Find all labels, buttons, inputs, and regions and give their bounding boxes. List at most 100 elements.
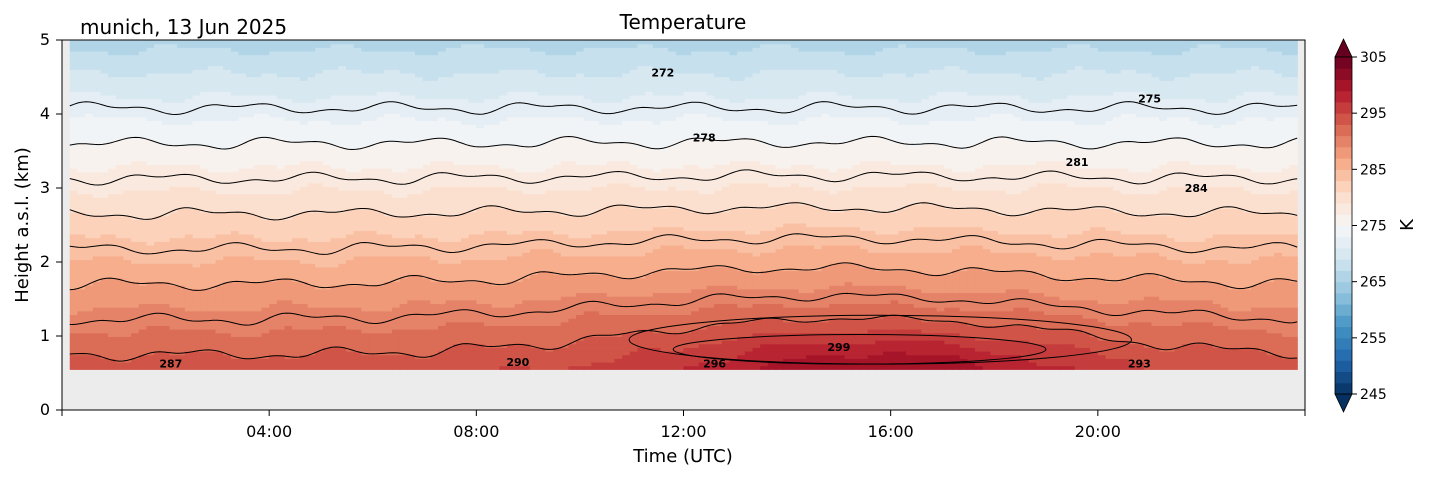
field-cell [491,332,500,337]
field-cell [284,190,293,195]
field-cell [476,233,485,239]
field-cell [399,259,408,264]
field-cell [131,219,140,224]
field-cell [154,58,163,63]
field-cell [445,80,454,85]
field-cell [445,336,454,341]
field-cell [399,281,408,286]
field-cell [154,47,163,52]
field-cell [445,325,454,330]
field-cell [108,50,117,56]
field-cell [307,157,316,162]
field-cell [146,138,155,144]
field-cell [468,285,477,290]
field-cell [123,83,132,89]
field-cell [215,98,224,103]
field-cell [131,50,140,56]
field-cell [154,142,163,147]
field-cell [284,244,293,250]
field-cell [85,160,94,165]
field-cell [77,347,86,352]
field-cell [345,230,355,235]
field-cell [161,226,171,231]
field-cell [461,219,470,224]
field-cell [330,98,339,103]
field-cell [269,91,278,96]
field-cell [430,153,439,158]
field-cell [200,200,209,206]
field-cell [207,222,217,228]
field-cell [169,87,178,92]
field-cell [391,266,401,272]
field-cell [476,361,485,367]
field-cell [345,135,355,140]
field-cell [146,233,155,239]
field-cell [345,175,355,180]
field-cell [376,329,385,334]
field-cell [422,135,431,140]
field-cell [200,87,209,92]
field-cell [438,296,447,301]
field-cell [253,116,263,122]
field-cell [407,332,416,337]
field-cell [215,226,224,231]
field-cell [77,197,86,202]
field-cell [391,270,401,275]
field-cell [453,200,462,206]
field-cell [461,204,470,209]
field-cell [345,336,355,341]
field-cell [108,193,117,198]
field-cell [184,266,194,272]
field-cell [146,310,155,316]
field-cell [322,263,332,268]
field-cell [154,131,163,136]
field-cell [338,288,347,294]
field-cell [200,244,209,250]
field-cell [453,233,462,239]
field-cell [161,241,171,246]
field-cell [284,83,293,89]
field-cell [77,340,86,345]
field-cell [146,244,155,250]
field-cell [414,244,424,250]
field-cell [476,351,485,356]
field-cell [169,182,178,187]
field-cell [445,54,454,59]
field-cell [353,281,362,286]
field-cell [192,124,201,129]
field-cell [131,138,140,144]
field-cell [430,321,439,326]
field-cell [108,61,117,67]
field-cell [200,146,209,151]
field-cell [361,54,370,59]
field-cell [345,142,355,147]
field-cell [123,116,132,122]
field-cell [238,105,247,111]
field-cell [384,288,393,294]
field-cell [161,255,171,261]
field-cell [169,83,178,89]
field-cell [123,124,132,129]
field-cell [353,230,362,235]
field-cell [161,50,171,56]
field-cell [200,157,209,162]
field-cell [384,347,393,352]
field-cell [123,263,132,268]
field-cell [345,329,355,334]
field-cell [115,336,125,341]
field-cell [269,270,278,275]
field-cell [414,361,424,367]
field-cell [292,131,301,136]
field-cell [108,222,117,228]
field-cell [307,47,316,52]
field-cell [307,340,316,345]
field-cell [253,58,263,63]
field-cell [108,354,117,359]
field-cell [468,146,477,151]
field-cell [384,211,393,217]
field-cell [230,157,240,162]
field-cell [138,270,148,275]
field-cell [468,230,477,235]
field-cell [284,47,293,52]
field-cell [330,105,339,111]
